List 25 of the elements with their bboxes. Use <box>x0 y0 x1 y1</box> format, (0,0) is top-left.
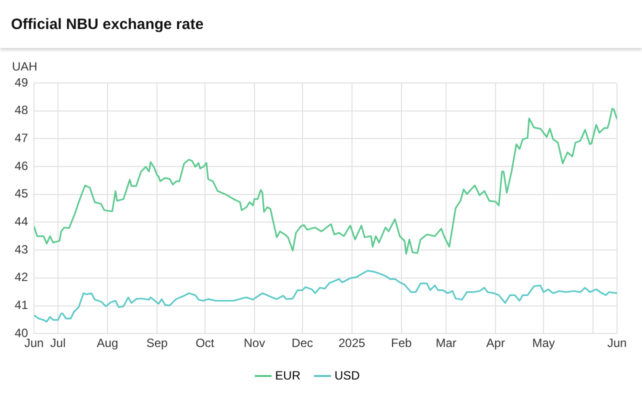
x-tick-label: Jun <box>607 336 627 350</box>
x-tick-label: Feb <box>391 336 412 350</box>
x-tick-label: Nov <box>244 336 266 350</box>
y-tick-label: 43 <box>14 242 28 256</box>
y-axis-title: UAH <box>12 59 38 74</box>
x-tick-label: Aug <box>96 336 118 350</box>
y-tick-label: 41 <box>14 298 28 312</box>
y-tick-label: 45 <box>14 186 28 201</box>
chart-title: Official NBU exchange rate <box>11 16 204 32</box>
legend-label: EUR <box>275 368 301 382</box>
y-tick-label: 47 <box>14 131 28 145</box>
x-tick-label: Jul <box>50 336 66 350</box>
x-tick-label: Sep <box>146 336 168 350</box>
x-tick-label: Mar <box>436 336 456 350</box>
x-tick-label: Apr <box>486 336 505 350</box>
x-tick-label: Oct <box>196 336 215 350</box>
y-tick-label: 46 <box>14 158 28 173</box>
y-tick-label: 44 <box>14 214 28 229</box>
y-tick-label: 42 <box>14 270 28 284</box>
x-tick-label: 2025 <box>338 336 366 350</box>
x-tick-label: May <box>532 336 555 350</box>
legend-label: USD <box>334 368 360 382</box>
y-tick-label: 48 <box>14 103 28 118</box>
y-tick-label: 49 <box>14 75 28 90</box>
x-tick-label: Dec <box>292 336 314 350</box>
